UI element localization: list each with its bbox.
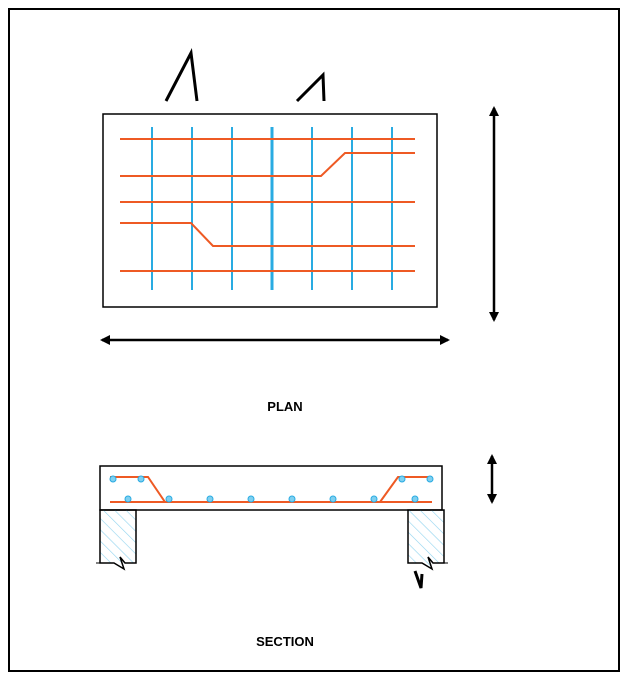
- plan-view: PLAN: [100, 106, 499, 414]
- bar-dot: [165, 495, 173, 503]
- plan-label: PLAN: [267, 399, 302, 414]
- bar-dot: [109, 475, 117, 483]
- main-bar-bent-up: [120, 152, 415, 177]
- bar-dot: [370, 495, 378, 503]
- bar-dot: [124, 495, 132, 503]
- section-bar-dots: [109, 475, 434, 503]
- main-bars: [120, 138, 415, 272]
- section-cut-marks: [164, 48, 326, 103]
- support-wall-left: [99, 509, 137, 571]
- cut-mark-left: [164, 48, 199, 102]
- support-walls: [96, 509, 448, 571]
- bar-dot: [398, 475, 406, 483]
- section-view: SECTION: [96, 454, 497, 649]
- bar-dot: [426, 475, 434, 483]
- bar-dot: [411, 495, 419, 503]
- bar-dot: [137, 475, 145, 483]
- cut-mark-right: [295, 71, 326, 103]
- bar-dot: [288, 495, 296, 503]
- section-break-mark: [413, 570, 424, 589]
- plan-slab-outline: [102, 113, 438, 308]
- section-label: SECTION: [256, 634, 314, 649]
- main-bar-bent-up: [120, 222, 415, 247]
- diagram-frame: [8, 8, 620, 672]
- support-wall-right: [407, 509, 445, 571]
- bar-dot: [329, 495, 337, 503]
- bar-dot: [247, 495, 255, 503]
- bar-dot: [206, 495, 214, 503]
- distribution-bars: [151, 127, 393, 290]
